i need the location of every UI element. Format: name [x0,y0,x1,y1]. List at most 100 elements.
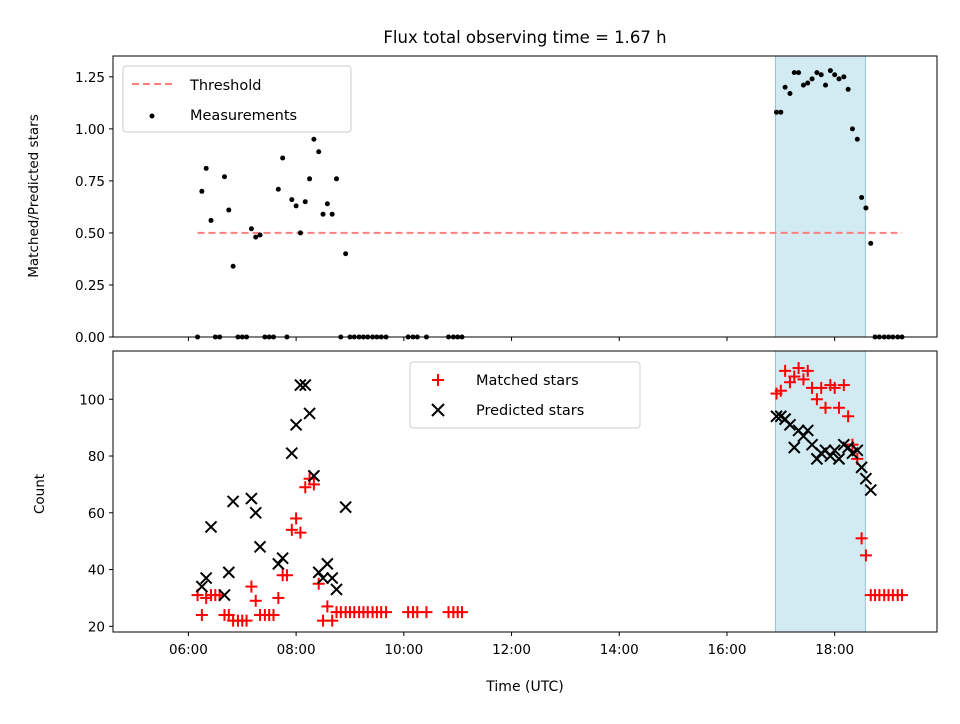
predicted-star-point [321,557,334,571]
matched-star-point [797,373,810,386]
measurement-point [324,201,330,207]
measurement-point [778,109,784,115]
predicted-star-point [226,495,240,508]
matched-star-point [326,614,339,627]
measurement-point [280,155,286,161]
measurement-point [302,199,308,205]
matched-star-point [855,532,868,545]
predicted-star-point [770,410,783,423]
measurement-point [782,84,788,90]
measurement-point [293,203,299,209]
matched-star-point [245,580,258,593]
predicted-star-point [316,571,330,585]
measurement-point [827,68,833,74]
matched-star-point [895,589,908,602]
measurement-point [849,126,855,132]
measurement-point [863,205,869,211]
y-tick-label: 80 [88,449,105,465]
matched-star-point [842,410,855,423]
measurement-point [868,240,874,246]
star-count-y-ticks: 20 40 60 80 100 [79,392,113,635]
flux-ratio-legend: Threshold Measurements [122,65,352,133]
matched-star-point [774,384,787,397]
matched-star-point [299,481,312,494]
flux-ratio-y-ticks: 0.00 0.25 0.50 0.75 1.00 1.25 [75,70,113,346]
measurement-point [208,217,214,223]
predicted-star-point [325,571,339,585]
matched-star-point [828,381,841,394]
matched-star-point [832,401,845,414]
measurement-point [275,186,281,192]
predicted-star-point [285,446,299,460]
flux-ratio-axes-frame [112,55,938,338]
measurement-point [297,230,303,236]
star-count-y-axis-label: Count [32,474,48,514]
matched-star-point [307,478,320,491]
measurement-point [329,211,335,217]
matched-star-point [810,393,823,406]
flux-ratio-span [774,55,866,338]
matched-star-point [294,526,307,539]
legend-predicted-label: Predicted stars [476,403,584,419]
predicted-star-point [218,588,231,602]
matched-star-point [815,381,828,394]
y-tick-label: 60 [88,506,105,522]
matched-star-point [240,614,253,627]
matched-star-point [779,364,792,377]
legend-matched-label: Matched stars [476,373,579,389]
legend-predicted-swatch [431,403,445,417]
matched-star-point [859,549,872,562]
legend-measurements-swatch [149,113,155,119]
measurement-point [845,86,851,92]
predicted-star-point [339,500,352,514]
y-tick-label: 40 [88,563,105,579]
matched-star-point [290,512,303,525]
matched-star-point [788,370,801,383]
matched-stars-points [191,362,908,627]
measurement-point [809,76,815,82]
x-tick-label: 12:00 [492,642,531,658]
predicted-star-point [253,540,267,554]
measurement-point [836,76,842,82]
measurement-point [226,207,232,213]
matched-star-point [420,606,433,619]
measurement-point [818,72,824,78]
predicted-star-point [245,492,258,505]
y-tick-label: 1.25 [75,70,105,86]
predicted-star-point [307,469,321,483]
star-count-span [774,350,866,633]
flux-ratio-x-ticks [187,337,836,341]
predicted-star-point [859,472,873,485]
measurement-point [774,109,780,115]
measurement-point [841,74,847,80]
y-tick-label: 20 [88,619,105,635]
predicted-star-point [864,483,877,497]
matched-star-point [267,608,280,621]
predicted-star-point [276,551,289,565]
y-tick-label: 100 [79,392,105,408]
measurement-point [343,251,349,257]
measurement-point [289,197,295,203]
matched-star-point [285,523,298,536]
legend-matched-swatch [432,374,444,386]
measurement-point [221,174,227,180]
predicted-star-point [249,506,262,519]
predicted-star-point [222,566,235,579]
x-tick-label: 10:00 [384,642,423,658]
star-count-axes-frame [112,350,938,633]
matched-star-point [280,569,293,582]
matched-star-point [272,591,285,604]
measurement-point [859,195,865,201]
measurement-point [854,136,860,142]
predicted-star-point [801,424,814,437]
star-count-x-ticks: 06:00 08:00 10:00 12:00 14:00 16:00 18:00 [169,632,854,658]
y-tick-label: 0.50 [75,226,105,242]
matched-star-point [801,364,814,377]
measurement-point [199,188,205,194]
x-tick-label: 14:00 [600,642,639,658]
flux-ratio-y-axis-label: Matched/Predicted stars [26,114,42,277]
matched-star-point [195,608,208,621]
predicted-star-point [855,461,868,474]
y-tick-label: 0.75 [75,174,105,190]
